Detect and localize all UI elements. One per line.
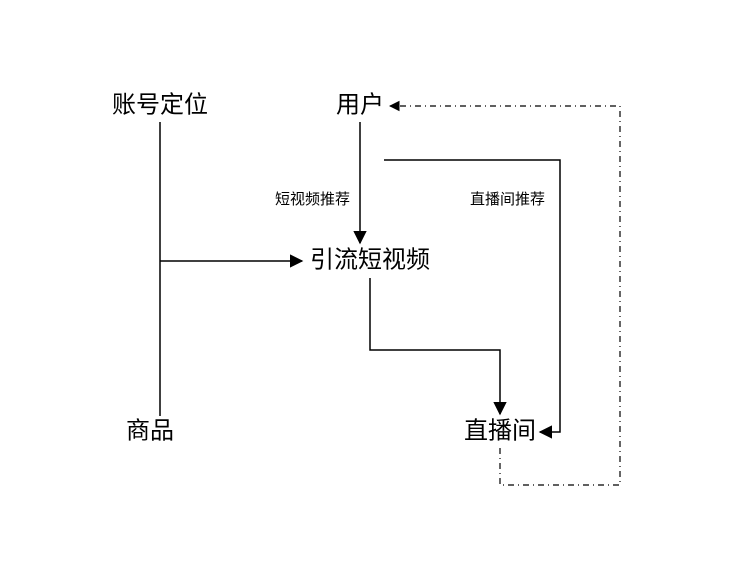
edge-label-liveroom-rec: 直播间推荐	[470, 191, 545, 208]
node-user: 用户	[336, 91, 384, 118]
node-product: 商品	[126, 417, 174, 444]
flowchart-canvas: 短视频推荐 直播间推荐 账号定位 用户 商品 引流短视频 直播间	[0, 0, 738, 570]
node-account: 账号定位	[112, 91, 208, 118]
node-liveroom: 直播间	[464, 417, 536, 444]
node-video: 引流短视频	[310, 246, 430, 273]
edge-video-liveroom	[370, 278, 500, 414]
edge-label-short-video-rec: 短视频推荐	[275, 191, 350, 208]
